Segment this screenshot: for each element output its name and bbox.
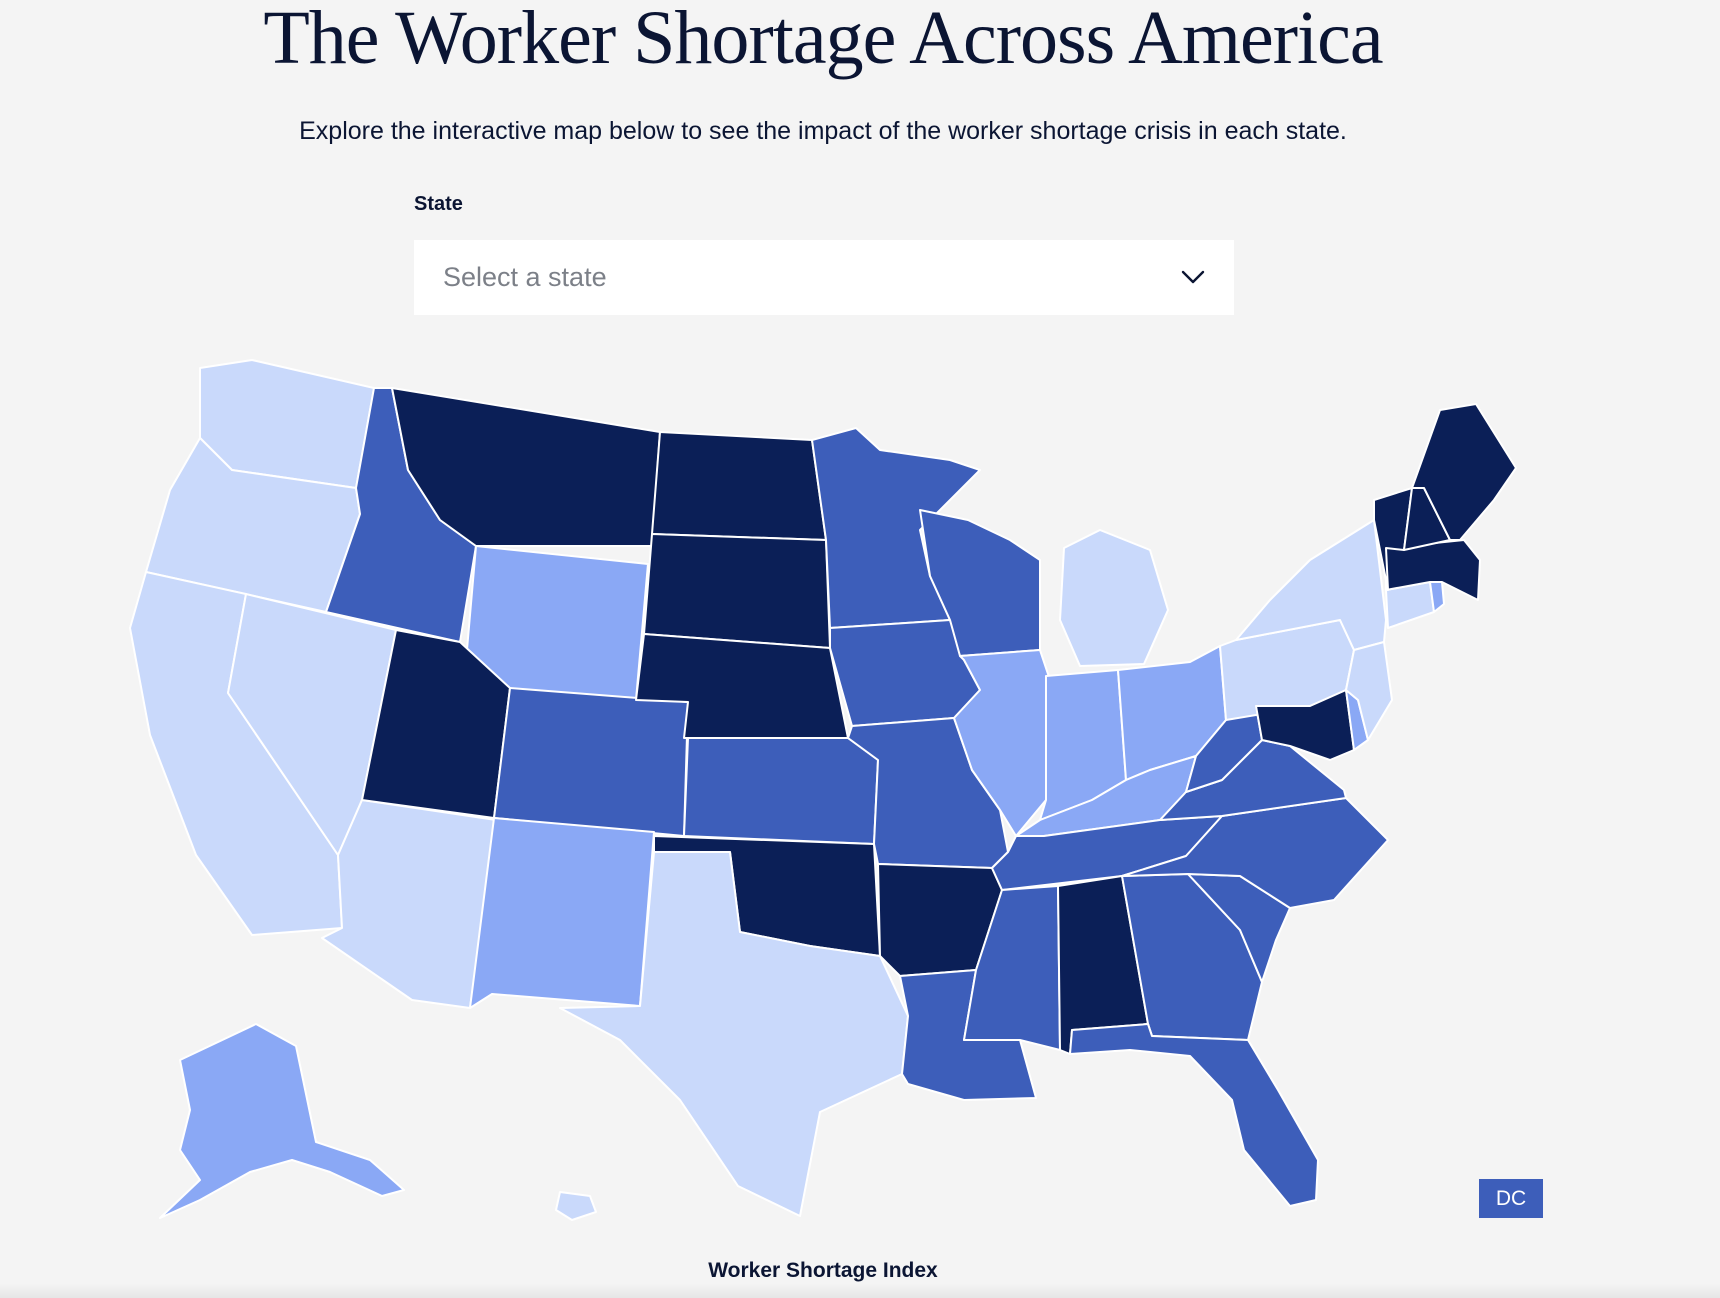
state-co[interactable] [493,687,689,837]
us-choropleth-map [129,359,1517,1221]
state-il[interactable] [953,649,1051,837]
page-title: The Worker Shortage Across America [263,0,1383,80]
state-az[interactable] [321,799,497,1009]
state-ma[interactable] [1385,539,1481,601]
chevron-down-icon [1181,270,1205,284]
state-me[interactable] [1411,403,1517,541]
state-md[interactable] [1255,689,1355,761]
state-sd[interactable] [643,533,831,649]
state-ak[interactable] [159,1023,405,1219]
page-subtitle: Explore the interactive map below to see… [299,117,1347,145]
legend-title: Worker Shortage Index [708,1259,938,1282]
state-nm[interactable] [469,817,655,1009]
state-fl[interactable] [1069,1023,1319,1207]
state-select-dropdown[interactable]: Select a state [414,240,1234,315]
state-ny[interactable] [1235,519,1387,651]
scroll-edge-shadow [0,1284,1720,1298]
state-nj[interactable] [1345,641,1393,741]
state-nd[interactable] [651,431,827,541]
dc-badge[interactable]: DC [1479,1179,1543,1218]
state-mi[interactable] [1059,529,1169,667]
state-mn[interactable] [811,427,981,629]
state-select-placeholder: Select a state [443,262,607,292]
state-tx[interactable] [559,851,909,1217]
state-ks[interactable] [683,737,879,845]
state-hi[interactable] [555,1191,597,1221]
state-select-label: State [414,193,463,215]
